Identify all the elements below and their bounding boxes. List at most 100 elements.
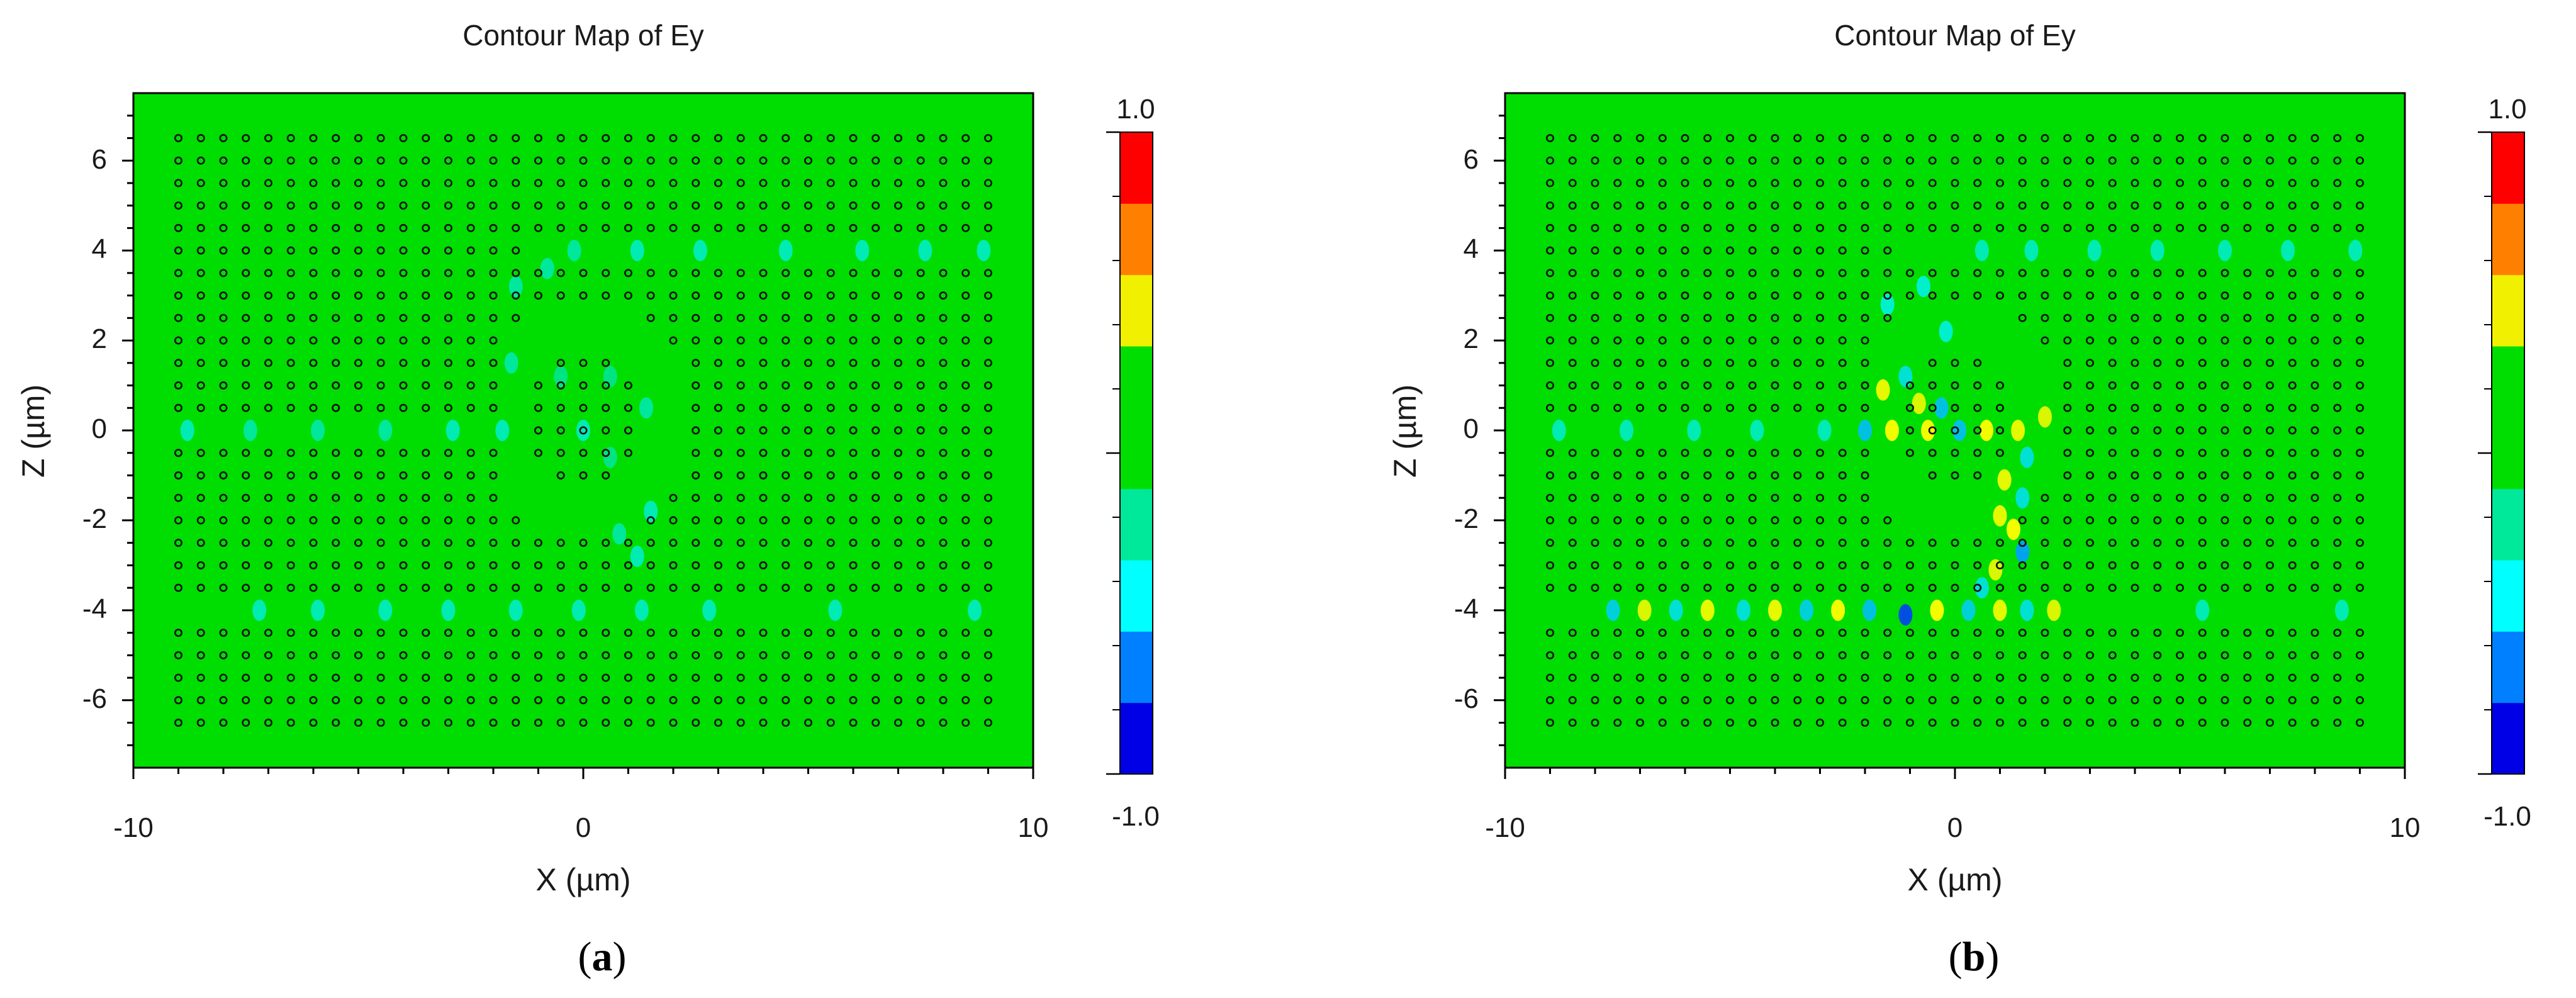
lattice-hole — [624, 719, 632, 727]
lattice-hole — [556, 291, 565, 300]
plot-area — [1494, 92, 2406, 779]
lattice-hole — [376, 449, 385, 457]
lattice-hole — [2131, 583, 2139, 592]
lattice-hole — [2018, 696, 2027, 705]
lattice-hole — [849, 719, 858, 727]
lattice-hole — [332, 223, 340, 232]
lattice-hole — [692, 561, 700, 569]
lattice-hole — [1726, 583, 1735, 592]
lattice-hole — [1658, 313, 1667, 322]
lattice-hole — [736, 359, 745, 367]
lattice-hole — [2266, 179, 2275, 188]
lattice-hole — [1816, 381, 1825, 390]
lattice-hole — [2041, 516, 2049, 525]
lattice-hole — [714, 629, 723, 637]
lattice-hole — [1636, 246, 1645, 255]
lattice-hole — [196, 133, 205, 142]
lattice-hole — [1658, 133, 1667, 142]
lattice-hole — [2063, 561, 2072, 569]
lattice-hole — [309, 133, 318, 142]
lattice-hole — [2288, 156, 2297, 165]
lattice-hole — [2356, 133, 2365, 142]
lattice-hole — [871, 629, 880, 637]
lattice-hole — [1591, 156, 1599, 165]
lattice-hole — [1703, 449, 1712, 457]
lattice-hole — [1816, 493, 1825, 502]
lattice-hole — [2243, 291, 2252, 300]
lattice-hole — [309, 336, 318, 345]
lattice-hole — [1681, 629, 1689, 637]
lattice-hole — [1793, 471, 1802, 479]
lattice-hole — [2356, 493, 2365, 502]
lattice-hole — [2041, 179, 2049, 188]
lattice-hole — [1883, 291, 1892, 300]
lattice-hole — [1658, 403, 1667, 412]
lattice-hole — [1546, 561, 1555, 569]
lattice-hole — [2063, 629, 2072, 637]
lattice-hole — [219, 246, 228, 255]
lattice-hole — [984, 133, 993, 142]
lattice-hole — [2243, 269, 2252, 278]
lattice-hole — [1996, 561, 2005, 569]
lattice-hole — [1546, 179, 1555, 188]
lattice-hole — [309, 201, 318, 210]
lattice-hole — [2310, 201, 2319, 210]
y-axis-label: Z (µm) — [1387, 384, 1423, 478]
lattice-hole — [1748, 493, 1757, 502]
lattice-hole — [422, 381, 430, 390]
lattice-hole — [2266, 651, 2275, 659]
lattice-hole — [804, 156, 813, 165]
lattice-hole — [916, 651, 925, 659]
lattice-hole — [444, 403, 452, 412]
lattice-hole — [2086, 493, 2095, 502]
lattice-hole — [1726, 539, 1735, 547]
lattice-hole — [2041, 201, 2049, 210]
lattice-hole — [2131, 673, 2139, 682]
lattice-hole — [444, 629, 452, 637]
lattice-hole — [759, 539, 768, 547]
lattice-hole — [354, 246, 362, 255]
lattice-hole — [264, 539, 272, 547]
lattice-hole — [2333, 651, 2342, 659]
lattice-hole — [376, 629, 385, 637]
lattice-hole — [399, 201, 408, 210]
lattice-hole — [2288, 179, 2297, 188]
lattice-hole — [1973, 449, 1982, 457]
lattice-hole — [174, 449, 182, 457]
lattice-hole — [2220, 179, 2229, 188]
lattice-hole — [1636, 651, 1645, 659]
lattice-hole — [916, 539, 925, 547]
lattice-hole — [489, 336, 498, 345]
lattice-hole — [512, 291, 520, 300]
lattice-hole — [512, 673, 520, 682]
lattice-hole — [984, 269, 993, 278]
lattice-hole — [309, 583, 318, 592]
lattice-hole — [781, 673, 790, 682]
lattice-hole — [1613, 381, 1622, 390]
lattice-hole — [2198, 291, 2207, 300]
colorbar-segment — [2492, 488, 2524, 561]
field-spot — [634, 599, 649, 621]
lattice-hole — [444, 561, 452, 569]
lattice-hole — [2131, 651, 2139, 659]
lattice-hole — [489, 471, 498, 479]
lattice-hole — [2018, 651, 2027, 659]
lattice-hole — [1636, 336, 1645, 345]
lattice-hole — [1973, 673, 1982, 682]
lattice-hole — [1973, 471, 1982, 479]
field-spot — [630, 240, 644, 262]
y-tick-label: -4 — [1454, 593, 1479, 624]
lattice-hole — [196, 381, 205, 390]
lattice-hole — [1658, 719, 1667, 727]
lattice-hole — [984, 696, 993, 705]
lattice-hole — [2018, 561, 2027, 569]
lattice-hole — [961, 426, 970, 435]
lattice-hole — [624, 539, 632, 547]
field-spot — [702, 599, 717, 621]
lattice-hole — [1838, 493, 1847, 502]
lattice-hole — [2333, 156, 2342, 165]
lattice-hole — [2310, 133, 2319, 142]
lattice-hole — [961, 673, 970, 682]
lattice-hole — [939, 516, 948, 525]
lattice-hole — [939, 449, 948, 457]
